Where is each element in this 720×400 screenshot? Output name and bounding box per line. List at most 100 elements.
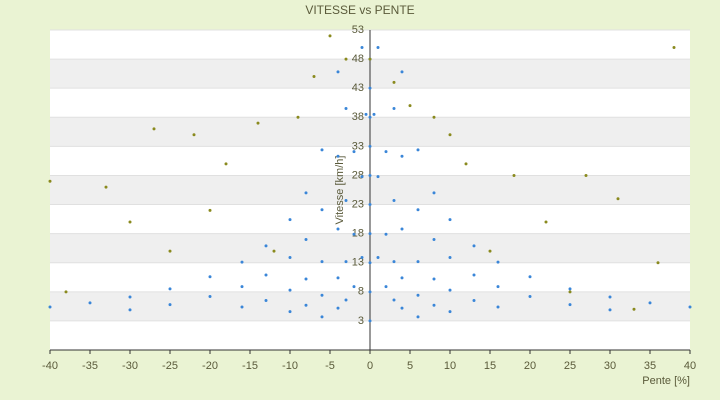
point [488, 249, 492, 253]
point [320, 315, 324, 319]
point [392, 198, 396, 202]
point [376, 45, 380, 49]
point [312, 75, 316, 79]
point [336, 154, 340, 158]
point [344, 107, 348, 111]
point [240, 285, 244, 289]
point [256, 121, 260, 125]
point [400, 276, 404, 280]
x-tick-label: -35 [82, 360, 98, 372]
point [296, 115, 300, 119]
point [336, 227, 340, 231]
point [208, 275, 212, 279]
point [344, 198, 348, 202]
point [264, 273, 268, 277]
point [448, 288, 452, 292]
point [408, 104, 412, 108]
x-tick-label: 20 [524, 360, 536, 372]
x-tick-label: 15 [484, 360, 496, 372]
point [448, 218, 452, 222]
point [336, 70, 340, 74]
point [544, 220, 548, 224]
x-tick-label: 0 [367, 360, 373, 372]
point [240, 260, 244, 264]
y-tick-label: 28 [352, 169, 364, 181]
point [384, 285, 388, 289]
x-tick-label: 35 [644, 360, 656, 372]
y-tick-label: 18 [352, 228, 364, 240]
point [528, 275, 532, 279]
point [352, 285, 356, 289]
point [224, 162, 228, 166]
point [264, 244, 268, 248]
point [48, 305, 52, 309]
x-tick-label: -10 [282, 360, 298, 372]
point [400, 70, 404, 74]
point [528, 294, 532, 298]
point [336, 306, 340, 310]
point [372, 112, 376, 116]
point [344, 57, 348, 61]
point [128, 220, 132, 224]
x-tick-label: 30 [604, 360, 616, 372]
point [88, 301, 92, 305]
point [432, 277, 436, 281]
point [432, 191, 436, 195]
point [448, 310, 452, 314]
x-tick-label: -40 [42, 360, 58, 372]
x-tick-label: 5 [407, 360, 413, 372]
point [632, 307, 636, 311]
point [128, 295, 132, 299]
point [368, 290, 372, 294]
point [360, 45, 364, 49]
point [496, 260, 500, 264]
point [240, 305, 244, 309]
point [168, 303, 172, 307]
point [364, 112, 368, 116]
point [320, 148, 324, 152]
y-tick-label: 33 [352, 140, 364, 152]
point [568, 290, 572, 294]
point [392, 80, 396, 84]
point [368, 144, 372, 148]
point [152, 127, 156, 131]
point [368, 319, 372, 323]
y-tick-label: 23 [352, 198, 364, 210]
point [496, 305, 500, 309]
point [368, 86, 372, 90]
point [304, 191, 308, 195]
point [432, 303, 436, 307]
x-tick-label: 40 [684, 360, 696, 372]
point [168, 249, 172, 253]
point [360, 255, 364, 259]
point [432, 237, 436, 241]
point [344, 260, 348, 264]
point [288, 255, 292, 259]
y-tick-label: 8 [358, 286, 364, 298]
point [368, 115, 372, 119]
point [416, 208, 420, 212]
point [368, 173, 372, 177]
point [448, 255, 452, 259]
point [128, 308, 132, 312]
point [352, 232, 356, 236]
point [400, 306, 404, 310]
x-tick-label: -20 [202, 360, 218, 372]
point [368, 261, 372, 265]
point [568, 287, 572, 291]
point [392, 298, 396, 302]
x-tick-label: 25 [564, 360, 576, 372]
point [416, 148, 420, 152]
point [368, 203, 372, 207]
point [384, 150, 388, 154]
point [472, 244, 476, 248]
point [48, 179, 52, 183]
point [432, 115, 436, 119]
y-axis-title: Vitesse [km/h] [334, 156, 346, 225]
x-axis-title: Pente [%] [642, 375, 690, 387]
point [416, 260, 420, 264]
point [496, 285, 500, 289]
point [608, 295, 612, 299]
x-tick-label: -15 [242, 360, 258, 372]
